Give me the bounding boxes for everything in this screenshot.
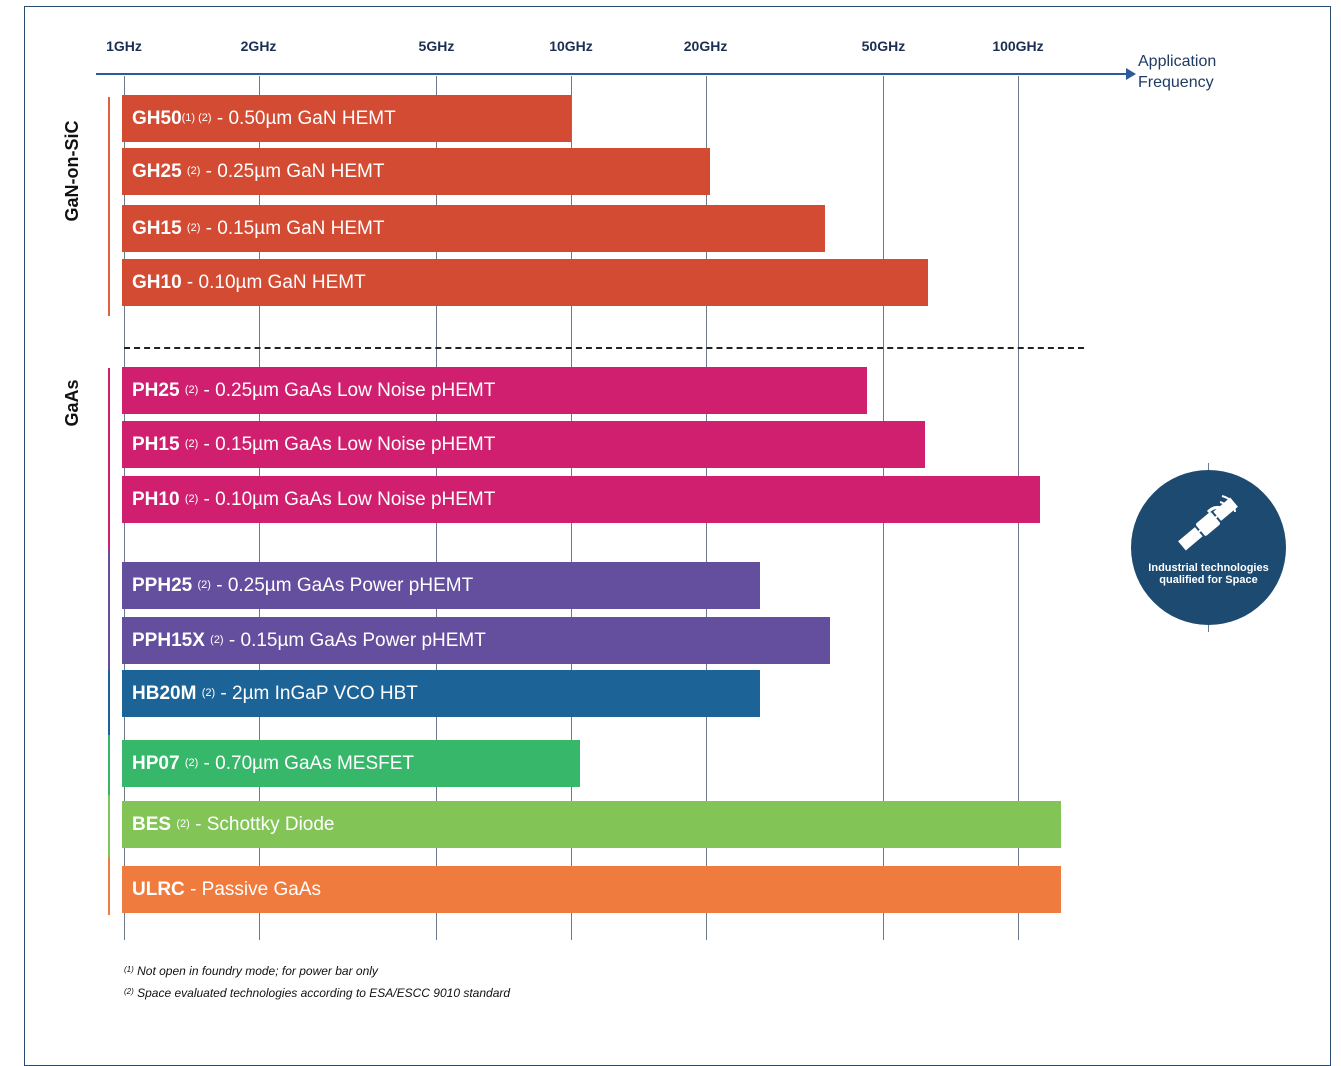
bar-label-desc: - 0.10µm GaAs Low Noise pHEMT xyxy=(203,489,496,510)
bar-gh10: GH10 - 0.10µm GaN HEMT xyxy=(122,259,929,306)
bar-pph25: PPH25 (2) - 0.25µm GaAs Power pHEMT xyxy=(122,562,761,609)
bar-label-name: BES xyxy=(132,814,172,835)
bar-label-footnote: (2) xyxy=(184,757,199,769)
bar-label-name: GH50 xyxy=(132,108,182,129)
x-tick-label-50ghz: 50GHz xyxy=(861,38,906,54)
group-line-gaas-hbt xyxy=(108,670,110,735)
bar-label-name: PH25 xyxy=(132,380,180,401)
group-label-gaas: GaAs xyxy=(62,379,82,427)
bar-label-name: PH10 xyxy=(132,489,180,510)
bar-label-desc: - 0.25µm GaAs Power pHEMT xyxy=(216,575,474,596)
group-line-gaas-power xyxy=(108,550,110,670)
group-separator xyxy=(124,347,1084,349)
group-line-gaas-mesfet xyxy=(108,735,110,795)
footnote-mark: (1) xyxy=(124,965,134,974)
badge-connector-bottom xyxy=(1208,622,1209,632)
group-line-gan-on-sic xyxy=(108,97,110,316)
group-line-gaas-passive xyxy=(108,857,110,915)
bar-label-desc: - 0.50µm GaN HEMT xyxy=(216,108,396,129)
footnote-text: Space evaluated technologies according t… xyxy=(137,986,511,1000)
x-axis-arrow-icon xyxy=(1126,68,1136,80)
x-axis-label: Application Frequency xyxy=(1138,53,1217,91)
footnote-text: Not open in foundry mode; for power bar … xyxy=(137,964,378,978)
bar-ph10: PH10 (2) - 0.10µm GaAs Low Noise pHEMT xyxy=(122,476,1040,523)
footnote-1: (1) Not open in foundry mode; for power … xyxy=(124,964,378,978)
group-line-gaas-diode xyxy=(108,795,110,857)
x-tick-label-100ghz: 100GHz xyxy=(992,38,1044,54)
bar-label-footnote: (2) xyxy=(201,687,216,699)
space-qualified-badge: Industrial technologies qualified for Sp… xyxy=(1131,470,1286,625)
bar-label-desc: - 0.25µm GaN HEMT xyxy=(205,161,385,182)
bar-gh25: GH25 (2) - 0.25µm GaN HEMT xyxy=(122,148,711,195)
bar-label-footnote: (2) xyxy=(176,818,190,830)
bar-ph25: PH25 (2) - 0.25µm GaAs Low Noise pHEMT xyxy=(122,367,868,414)
bar-hp07: HP07 (2) - 0.70µm GaAs MESFET xyxy=(122,740,581,787)
bar-label-desc: - 0.15µm GaAs Low Noise pHEMT xyxy=(203,434,496,455)
bar-label-desc: - Schottky Diode xyxy=(195,814,335,835)
bar-label-footnote: (1) (2) xyxy=(181,112,212,124)
bar-ph15: PH15 (2) - 0.15µm GaAs Low Noise pHEMT xyxy=(122,421,926,468)
badge-text: Industrial technologies qualified for Sp… xyxy=(1148,562,1269,586)
bar-label-desc: - 0.70µm GaAs MESFET xyxy=(203,753,415,774)
bar-gh15: GH15 (2) - 0.15µm GaN HEMT xyxy=(122,205,825,252)
bar-label-name: GH10 xyxy=(132,272,182,293)
bar-label-name: HB20M xyxy=(132,683,197,704)
bar-hb20m: HB20M (2) - 2µm InGaP VCO HBT xyxy=(122,670,761,717)
bar-label-footnote: (2) xyxy=(184,384,199,396)
x-axis-line xyxy=(96,73,1128,75)
bar-label-desc: - 0.10µm GaN HEMT xyxy=(186,272,366,293)
bar-label-footnote: (2) xyxy=(184,438,199,450)
bar-bes: BES (2) - Schottky Diode xyxy=(122,801,1062,848)
x-tick-label-10ghz: 10GHz xyxy=(549,38,593,54)
bar-label-desc: - 0.25µm GaAs Low Noise pHEMT xyxy=(203,380,496,401)
bar-label-name: HP07 xyxy=(132,753,180,774)
bar-label-footnote: (2) xyxy=(197,579,211,591)
bar-label-name: GH15 xyxy=(132,218,182,239)
badge-connector-top xyxy=(1208,463,1209,473)
bar-label-footnote: (2) xyxy=(186,222,201,234)
bar-gh50: GH50(1) (2) - 0.50µm GaN HEMT xyxy=(122,95,571,142)
group-line-gaas-lownoise xyxy=(108,368,110,550)
x-tick-label-2ghz: 2GHz xyxy=(240,38,277,54)
bar-label-name: ULRC xyxy=(132,879,185,900)
bar-label-desc: - 0.15µm GaN HEMT xyxy=(205,218,385,239)
bar-label-footnote: (2) xyxy=(210,634,224,646)
bar-label-name: PH15 xyxy=(132,434,180,455)
x-tick-label-5ghz: 5GHz xyxy=(418,38,455,54)
x-tick-label-20ghz: 20GHz xyxy=(683,38,728,54)
bar-label-footnote: (2) xyxy=(186,165,201,177)
bar-label-name: PPH15X xyxy=(132,630,205,651)
bar-label-footnote: (2) xyxy=(184,493,199,505)
footnote-mark: (2) xyxy=(124,987,134,996)
bar-pph15x: PPH15X (2) - 0.15µm GaAs Power pHEMT xyxy=(122,617,831,664)
x-tick-label-1ghz: 1GHz xyxy=(106,38,142,54)
bar-label-desc: - 0.15µm GaAs Power pHEMT xyxy=(228,630,486,651)
group-label-gan-on-sic: GaN-on-SiC xyxy=(62,120,82,222)
bar-label-desc: - 2µm InGaP VCO HBT xyxy=(220,683,418,704)
bar-label-name: PPH25 xyxy=(132,575,193,596)
bar-label-name: GH25 xyxy=(132,161,182,182)
footnote-2: (2) Space evaluated technologies accordi… xyxy=(124,986,510,1000)
satellite-icon xyxy=(1178,495,1238,551)
bar-ulrc: ULRC - Passive GaAs xyxy=(122,866,1062,913)
bar-label-desc: - Passive GaAs xyxy=(190,879,321,900)
